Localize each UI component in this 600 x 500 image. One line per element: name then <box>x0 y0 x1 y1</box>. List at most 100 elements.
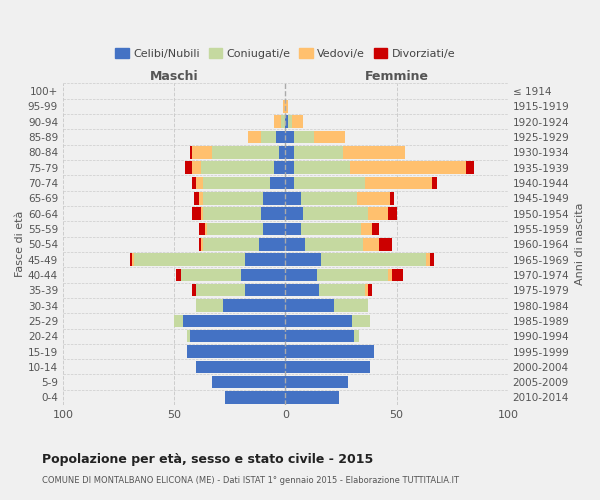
Bar <box>334 300 368 312</box>
Bar <box>263 222 286 235</box>
Bar <box>286 254 321 266</box>
Bar <box>192 146 212 158</box>
Bar <box>192 162 201 174</box>
Bar <box>201 208 203 220</box>
Bar <box>368 208 388 220</box>
Bar <box>314 130 346 143</box>
Bar <box>203 238 259 250</box>
Bar <box>286 391 339 404</box>
Bar <box>355 330 359 342</box>
Bar <box>201 162 274 174</box>
Bar <box>301 192 356 204</box>
Bar <box>286 376 347 388</box>
Bar <box>199 238 201 250</box>
Bar <box>212 146 278 158</box>
Bar <box>192 284 196 296</box>
Bar <box>294 130 314 143</box>
Text: Femmine: Femmine <box>365 70 428 84</box>
Bar <box>343 146 406 158</box>
Bar <box>425 254 430 266</box>
Bar <box>286 314 352 327</box>
Bar <box>203 208 261 220</box>
Bar <box>245 284 286 296</box>
Bar <box>286 222 301 235</box>
Bar <box>352 314 370 327</box>
Bar <box>294 162 350 174</box>
Bar <box>392 268 403 281</box>
Bar <box>201 238 203 250</box>
Bar <box>294 176 365 189</box>
Bar <box>203 176 270 189</box>
Bar <box>187 345 286 358</box>
Bar <box>187 330 190 342</box>
Bar <box>286 146 294 158</box>
Bar <box>203 192 263 204</box>
Bar <box>194 192 199 204</box>
Bar <box>286 162 294 174</box>
Bar <box>286 330 355 342</box>
Bar <box>192 208 201 220</box>
Bar <box>286 360 370 373</box>
Bar <box>205 222 208 235</box>
Bar <box>199 192 203 204</box>
Bar <box>286 345 374 358</box>
Bar <box>286 238 305 250</box>
Bar <box>286 116 287 128</box>
Bar <box>286 100 287 112</box>
Bar <box>363 238 379 250</box>
Bar <box>196 300 223 312</box>
Bar <box>368 284 372 296</box>
Bar <box>365 176 432 189</box>
Bar <box>259 238 286 250</box>
Bar <box>176 268 181 281</box>
Bar <box>181 268 241 281</box>
Legend: Celibi/Nubili, Coniugati/e, Vedovi/e, Divorziati/e: Celibi/Nubili, Coniugati/e, Vedovi/e, Di… <box>111 44 460 64</box>
Bar <box>350 162 466 174</box>
Y-axis label: Anni di nascita: Anni di nascita <box>575 203 585 285</box>
Bar <box>183 314 286 327</box>
Bar <box>196 360 286 373</box>
Bar <box>261 208 286 220</box>
Bar <box>286 284 319 296</box>
Bar <box>283 100 286 112</box>
Bar <box>287 116 292 128</box>
Bar <box>294 146 343 158</box>
Bar <box>132 254 134 266</box>
Bar <box>432 176 437 189</box>
Bar <box>225 391 286 404</box>
Bar <box>208 222 263 235</box>
Bar <box>390 192 394 204</box>
Bar <box>134 254 245 266</box>
Bar <box>379 238 392 250</box>
Bar <box>286 268 317 281</box>
Bar <box>278 146 286 158</box>
Bar <box>261 130 277 143</box>
Bar <box>286 300 334 312</box>
Text: Maschi: Maschi <box>150 70 199 84</box>
Bar <box>190 330 286 342</box>
Bar <box>388 208 397 220</box>
Bar <box>286 208 303 220</box>
Bar <box>196 176 203 189</box>
Bar <box>286 130 294 143</box>
Bar <box>241 268 286 281</box>
Bar <box>305 238 363 250</box>
Bar <box>388 268 392 281</box>
Bar <box>223 300 286 312</box>
Bar <box>372 222 379 235</box>
Bar <box>292 116 303 128</box>
Bar <box>274 162 286 174</box>
Bar <box>270 176 286 189</box>
Bar <box>286 192 301 204</box>
Bar <box>301 222 361 235</box>
Bar <box>274 116 281 128</box>
Bar <box>263 192 286 204</box>
Bar <box>317 268 388 281</box>
Text: COMUNE DI MONTALBANO ELICONA (ME) - Dati ISTAT 1° gennaio 2015 - Elaborazione TU: COMUNE DI MONTALBANO ELICONA (ME) - Dati… <box>42 476 459 485</box>
Text: Popolazione per età, sesso e stato civile - 2015: Popolazione per età, sesso e stato civil… <box>42 452 373 466</box>
Bar <box>248 130 261 143</box>
Bar <box>466 162 475 174</box>
Bar <box>192 176 196 189</box>
Bar <box>185 162 192 174</box>
Bar <box>365 284 368 296</box>
